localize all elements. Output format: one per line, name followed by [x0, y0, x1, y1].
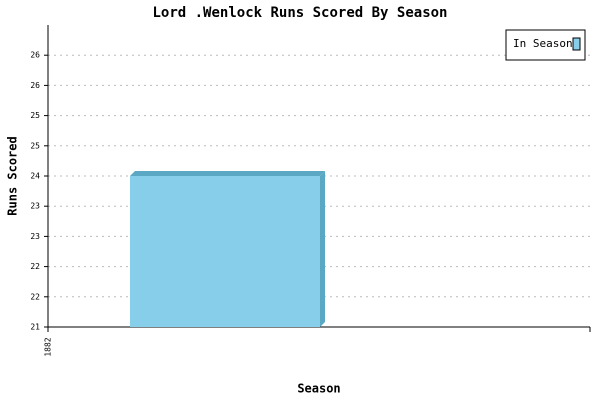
- y-tick-label: 22: [30, 292, 40, 301]
- legend-swatch: [572, 37, 581, 51]
- y-tick-label: 23: [30, 202, 40, 211]
- bar: [130, 176, 320, 327]
- y-tick-label: 21: [30, 323, 40, 332]
- y-tick-label: 26: [30, 81, 40, 90]
- bar-side: [320, 171, 325, 327]
- bar-top: [130, 171, 325, 176]
- y-tick-label: 24: [30, 172, 40, 181]
- x-tick-label: 1882: [44, 337, 53, 356]
- y-tick-label: 23: [30, 232, 40, 241]
- y-tick-label: 22: [30, 262, 40, 271]
- x-axis-label: Season: [297, 382, 340, 396]
- legend-label: In Season: [513, 37, 573, 50]
- y-axis-label: Runs Scored: [6, 136, 20, 215]
- y-tick-label: 26: [30, 51, 40, 60]
- y-tick-label: 25: [30, 141, 40, 150]
- legend-box: [505, 29, 586, 61]
- y-tick-label: 25: [30, 111, 40, 120]
- chart-title: Lord .Wenlock Runs Scored By Season: [152, 5, 447, 21]
